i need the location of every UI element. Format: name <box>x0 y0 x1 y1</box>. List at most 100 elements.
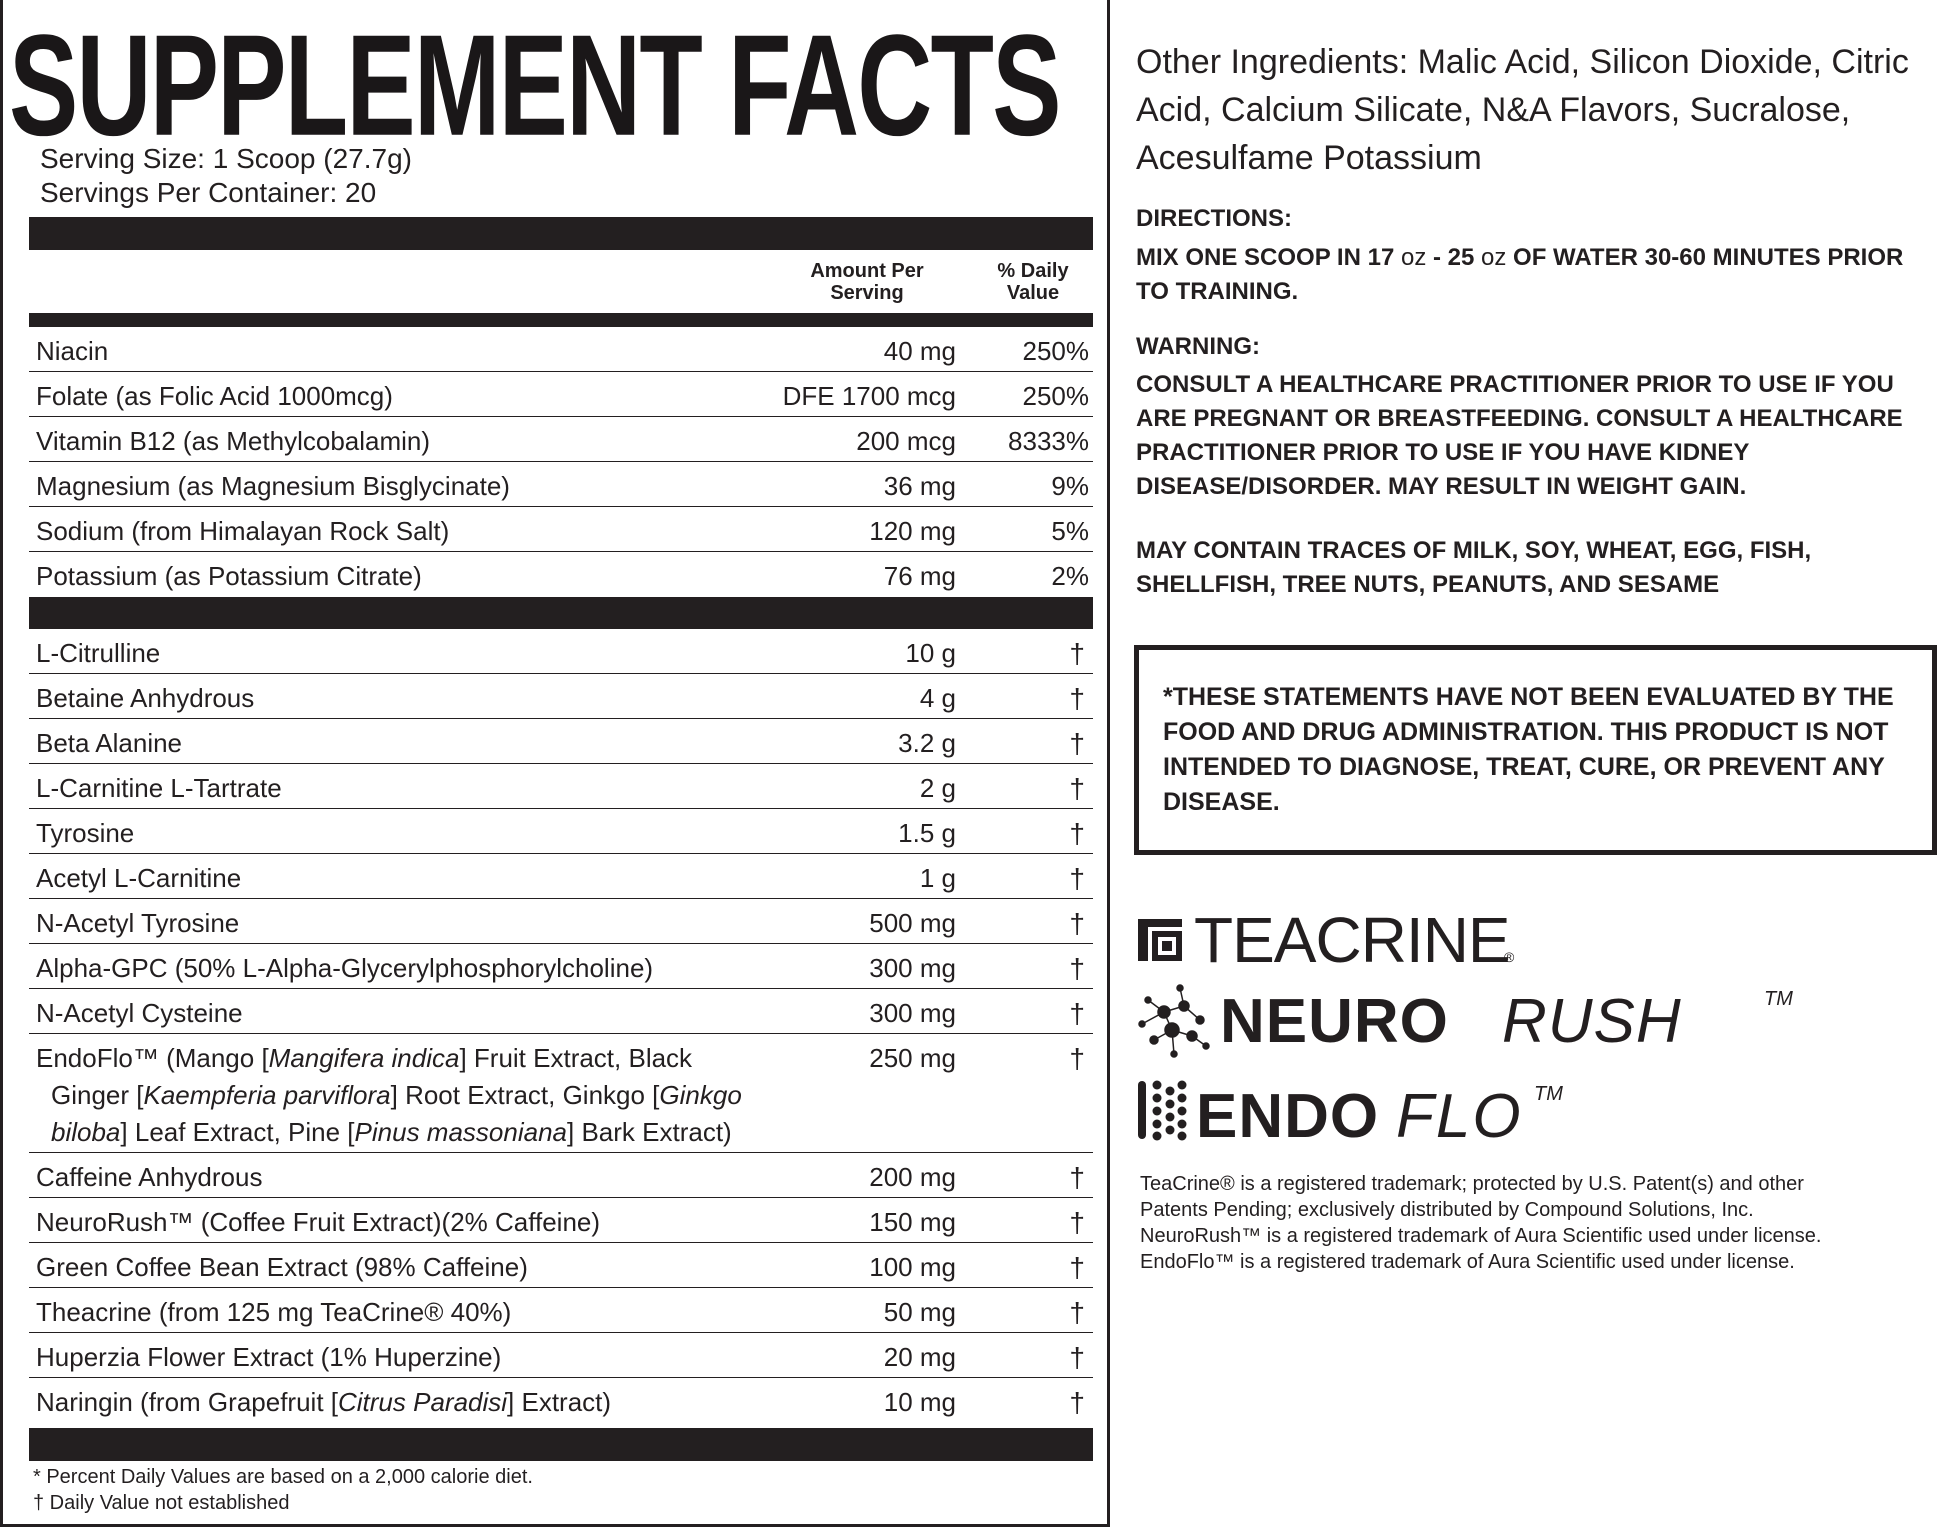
text-segment: - 25 <box>1426 244 1482 271</box>
trademark-line: TeaCrine® is a registered trademark; pro… <box>1140 1173 1804 1195</box>
ingredient-name: Caffeine Anhydrous <box>36 1162 263 1192</box>
flo-wordmark: FLO <box>1396 1082 1523 1151</box>
thick-divider <box>29 597 1093 629</box>
nutrient-amount: 40 mg <box>883 336 956 366</box>
ingredient-name: Acetyl L-Carnitine <box>36 863 242 893</box>
nutrient-name: Potassium (as Potassium Citrate) <box>36 561 422 591</box>
medium-divider <box>29 313 1093 327</box>
ingredient-row: Alpha-GPC (50% L-Alpha-Glycerylphosphory… <box>29 944 1093 989</box>
footnote-dagger: † Daily Value not established <box>33 1492 290 1514</box>
directions-heading: DIRECTIONS: <box>1136 205 1292 232</box>
nutrient-name: Niacin <box>36 336 109 366</box>
ingredient-amount: 200 mg <box>869 1162 956 1192</box>
dagger-mark: † <box>1069 1207 1085 1238</box>
warning-heading: WARNING: <box>1136 333 1260 360</box>
ingredient-row: N-Acetyl Cysteine 300 mg † <box>29 989 1093 1034</box>
nutrient-name: Sodium (from Himalayan Rock Salt) <box>36 516 450 546</box>
dagger-mark: † <box>1069 638 1085 669</box>
serving-size: Serving Size: 1 Scoop (27.7g) <box>40 143 412 174</box>
text-segment: ] Extract) <box>507 1387 612 1417</box>
thick-divider <box>29 217 1093 250</box>
text-segment: Naringin (from Grapefruit [ <box>36 1387 338 1417</box>
allergen-statement: MAY CONTAIN TRACES OF MILK, SOY, WHEAT, … <box>1136 537 1812 598</box>
endo-wordmark: ENDO <box>1196 1082 1380 1151</box>
ingredient-name: NeuroRush™ (Coffee Fruit Extract)(2% Caf… <box>36 1207 601 1237</box>
dagger-mark: † <box>1069 953 1085 984</box>
nutrient-row: Folate (as Folic Acid 1000mcg) DFE 1700 … <box>29 372 1093 417</box>
ingredient-row: Theacrine (from 125 mg TeaCrine® 40%) 50… <box>29 1288 1093 1333</box>
registered-mark: ® <box>1504 949 1515 965</box>
dagger-mark: † <box>1069 1252 1085 1283</box>
fda-disclaimer-box: *THESE STATEMENTS HAVE NOT BEEN EVALUATE… <box>1134 645 1937 855</box>
dagger-mark: † <box>1069 683 1085 714</box>
nutrient-daily-value: 8333% <box>1008 426 1089 456</box>
nutrient-row: Sodium (from Himalayan Rock Salt) 120 mg… <box>29 507 1093 552</box>
text-segment: ] Root Extract, Ginkgo [ <box>390 1080 660 1110</box>
dot-grid-icon <box>1138 1080 1187 1141</box>
ingredient-name: EndoFlo™ (Mango [Mangifera indica] Fruit… <box>36 1040 796 1151</box>
ingredient-amount: 500 mg <box>869 908 956 938</box>
nutrient-row: Potassium (as Potassium Citrate) 76 mg 2… <box>29 552 1093 597</box>
text-segment: MIX ONE SCOOP IN 17 <box>1136 244 1401 271</box>
supplement-facts-panel: SUPPLEMENT FACTS Serving Size: 1 Scoop (… <box>0 0 1110 1527</box>
ingredient-amount: 300 mg <box>869 953 956 983</box>
dagger-mark: † <box>1069 728 1085 759</box>
trademark-line: NeuroRush™ is a registered trademark of … <box>1140 1225 1822 1247</box>
directions-text: MIX ONE SCOOP IN 17 oz - 25 oz OF WATER … <box>1136 241 1936 309</box>
text-segment: ] Fruit Extract, Black <box>459 1043 693 1073</box>
trademark-symbol: TM <box>1534 1083 1563 1105</box>
footnote-daily-value: * Percent Daily Values are based on a 2,… <box>33 1466 533 1488</box>
ingredient-row: Acetyl L-Carnitine 1 g † <box>29 854 1093 899</box>
rush-wordmark: RUSH <box>1502 987 1682 1056</box>
ingredient-row-naringin: Naringin (from Grapefruit [Citrus Paradi… <box>29 1378 1093 1423</box>
ingredient-row-endoflo: EndoFlo™ (Mango [Mangifera indica] Fruit… <box>29 1034 1093 1153</box>
ingredient-amount: 100 mg <box>869 1252 956 1282</box>
text-segment: ] Leaf Extract, Pine [ <box>120 1117 355 1147</box>
dagger-mark: † <box>1069 818 1085 849</box>
dagger-mark: † <box>1069 773 1085 804</box>
latin-name: Kaempferia parviflora <box>143 1080 391 1110</box>
nutrient-daily-value: 250% <box>1022 381 1090 411</box>
nutrient-row: Magnesium (as Magnesium Bisglycinate) 36… <box>29 462 1093 507</box>
ingredient-amount: 1 g <box>919 863 956 893</box>
trademark-notice: TeaCrine® is a registered trademark; pro… <box>1140 1171 1940 1275</box>
ingredient-amount: 4 g <box>919 683 956 713</box>
dagger-mark: † <box>1069 998 1085 1029</box>
teacrine-mark-icon <box>1138 919 1182 961</box>
ingredient-amount: 2 g <box>919 773 956 803</box>
ingredient-name: N-Acetyl Tyrosine <box>36 908 240 938</box>
molecule-cluster-icon <box>1138 984 1210 1058</box>
dagger-mark: † <box>1069 1342 1085 1373</box>
ingredient-name: Huperzia Flower Extract (1% Huperzine) <box>36 1342 502 1372</box>
nutrient-amount: DFE 1700 mcg <box>782 381 956 411</box>
ingredient-name: L-Citrulline <box>36 638 161 668</box>
ingredient-name: Naringin (from Grapefruit [Citrus Paradi… <box>36 1384 796 1421</box>
dagger-mark: † <box>1069 1387 1085 1418</box>
column-header-amount: Amount Per Serving <box>810 260 924 304</box>
ingredient-row: Caffeine Anhydrous 200 mg † <box>29 1153 1093 1198</box>
ingredient-amount: 1.5 g <box>898 818 956 848</box>
latin-name: Pinus massoniana <box>354 1117 567 1147</box>
ingredient-row: L-Carnitine L-Tartrate 2 g † <box>29 764 1093 809</box>
nutrient-daily-value: 250% <box>1022 336 1090 366</box>
ingredient-row: Tyrosine 1.5 g † <box>29 809 1093 854</box>
nutrient-daily-value: 2% <box>1051 561 1089 591</box>
ingredient-amount: 20 mg <box>883 1342 956 1372</box>
ingredient-row: L-Citrulline 10 g † <box>29 629 1093 674</box>
ingredient-name: Betaine Anhydrous <box>36 683 255 713</box>
ingredient-amount: 250 mg <box>869 1043 956 1073</box>
nutrient-name: Magnesium (as Magnesium Bisglycinate) <box>36 471 510 501</box>
nutrient-row: Niacin 40 mg 250% <box>29 327 1093 372</box>
ingredient-amount: 150 mg <box>869 1207 956 1237</box>
ingredient-name: Theacrine (from 125 mg TeaCrine® 40%) <box>36 1297 512 1327</box>
ingredient-amount: 10 mg <box>883 1387 956 1417</box>
latin-name: Mangifera indica <box>268 1043 460 1073</box>
neuro-wordmark: NEURO <box>1220 987 1449 1056</box>
nutrient-amount: 200 mcg <box>856 426 956 456</box>
dagger-mark: † <box>1069 1162 1085 1193</box>
ingredient-name: L-Carnitine L-Tartrate <box>36 773 282 803</box>
fda-disclaimer: *THESE STATEMENTS HAVE NOT BEEN EVALUATE… <box>1163 683 1894 816</box>
warning-text: CONSULT A HEALTHCARE PRACTITIONER PRIOR … <box>1136 371 1903 500</box>
ingredient-row: Beta Alanine 3.2 g † <box>29 719 1093 764</box>
nutrient-daily-value: 5% <box>1051 516 1089 546</box>
